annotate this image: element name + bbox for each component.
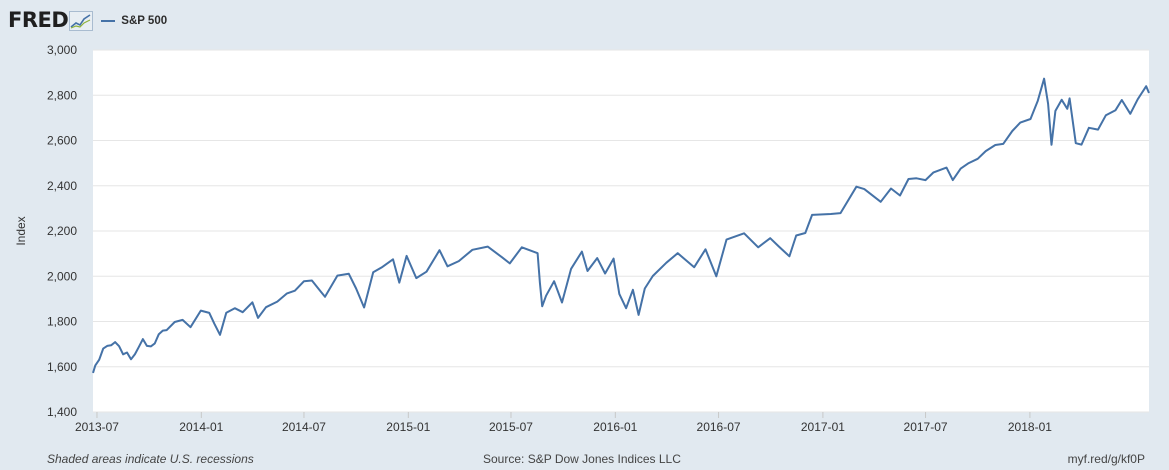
x-tick-label: 2014-07 [282, 420, 326, 434]
y-tick-label: 1,400 [47, 405, 77, 419]
recession-footnote: Shaded areas indicate U.S. recessions [47, 452, 254, 466]
fred-logo[interactable]: FRED [8, 7, 69, 32]
x-tick-label: 2017-07 [904, 420, 948, 434]
x-tick-label: 2016-07 [697, 420, 741, 434]
y-axis-label: Index [14, 216, 28, 245]
y-tick-label: 2,000 [47, 269, 77, 283]
x-tick-label: 2014-01 [179, 420, 223, 434]
y-tick-label: 1,800 [47, 315, 77, 329]
y-tick-label: 3,000 [47, 43, 77, 57]
y-tick-label: 2,200 [47, 224, 77, 238]
x-tick-label: 2017-01 [801, 420, 845, 434]
y-tick-label: 2,600 [47, 134, 77, 148]
x-tick-label: 2015-01 [386, 420, 430, 434]
line-chart: 1,400 1,600 1,800 2,000 2,200 2,400 2,600 2,800… [14, 43, 1150, 434]
x-tick-label: 2016-01 [593, 420, 637, 434]
chart-footer: Shaded areas indicate U.S. recessions So… [0, 450, 1169, 468]
y-tick-label: 1,600 [47, 360, 77, 374]
chart-header: FRED S&P 500 [8, 6, 167, 34]
legend-swatch [101, 19, 116, 22]
y-tick-label: 2,800 [47, 88, 77, 102]
source-note: Source: S&P Dow Jones Indices LLC [483, 452, 681, 466]
chart-legend: S&P 500 [101, 15, 167, 27]
fred-chart-icon [69, 11, 94, 31]
x-tick-label: 2013-07 [75, 420, 119, 434]
short-url-link[interactable]: myf.red/g/kf0P [1067, 452, 1145, 466]
series-line-sp500 [92, 77, 1150, 374]
x-tick-label: 2018-01 [1008, 420, 1052, 434]
legend-label: S&P 500 [121, 14, 168, 27]
x-tick-label: 2015-07 [489, 420, 533, 434]
y-tick-label: 2,400 [47, 179, 77, 193]
